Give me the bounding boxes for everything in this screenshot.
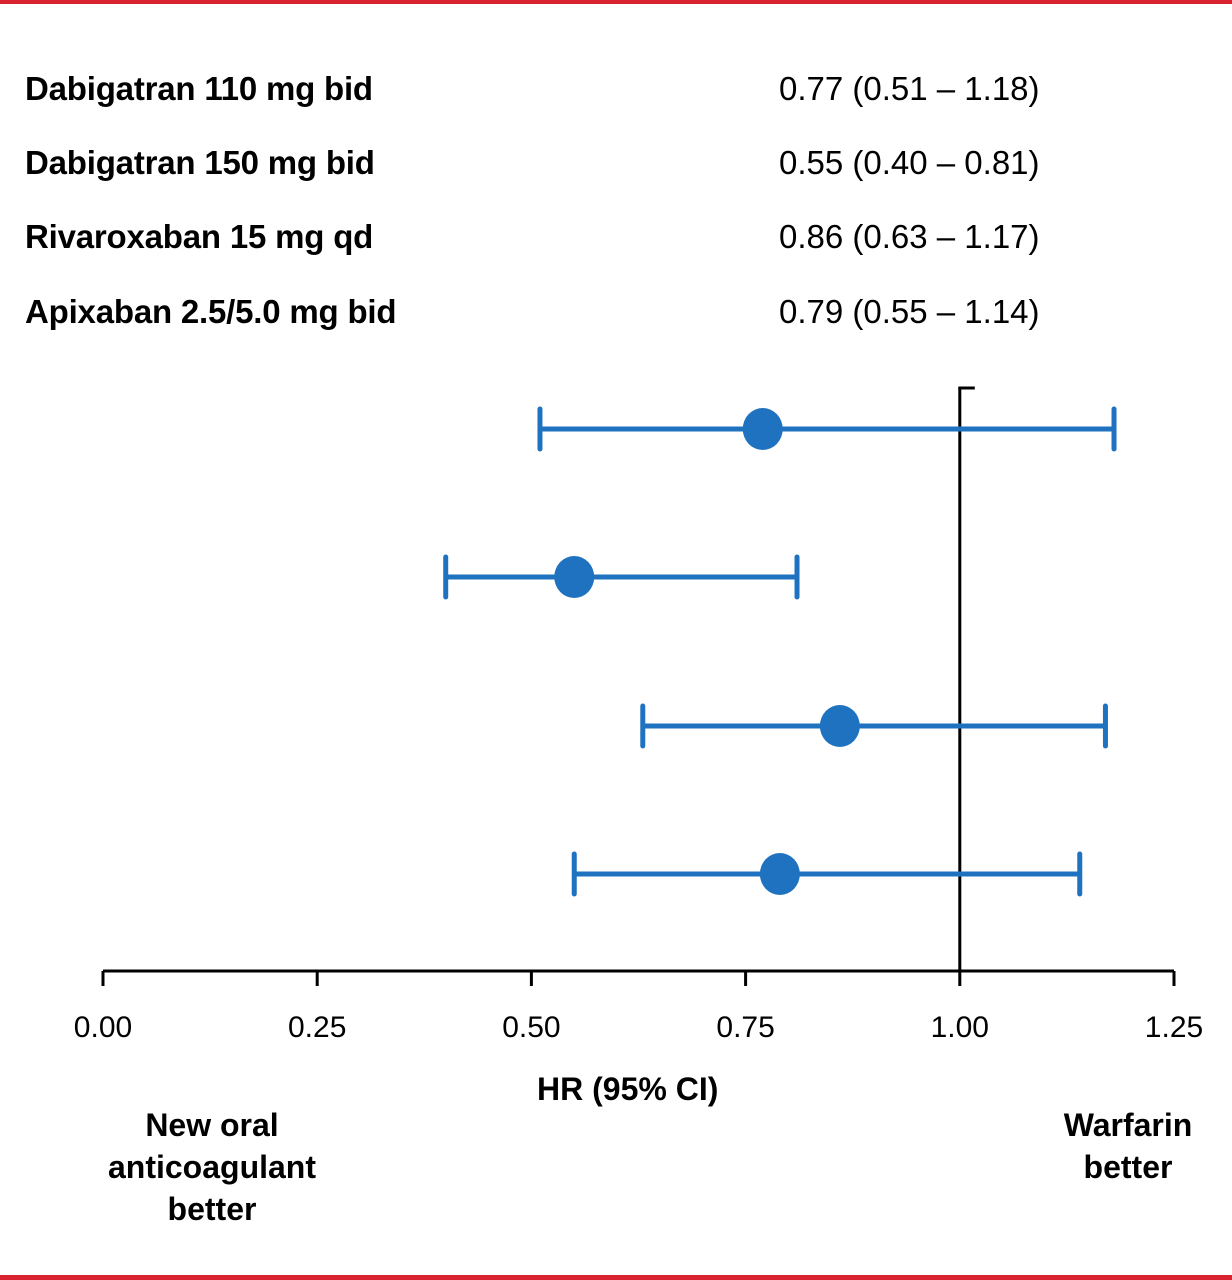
- right-annotation-line: Warfarin: [1063, 1107, 1193, 1143]
- hr-point: [742, 408, 783, 450]
- right-annotation: Warfarin better: [1028, 1104, 1228, 1188]
- row-hr-value: 0.86 (0.63 – 1.17): [779, 218, 1040, 255]
- bottom-frame-bar: [0, 1275, 1232, 1280]
- row-label: Dabigatran 150 mg bid: [25, 144, 375, 181]
- row-label: Dabigatran 110 mg bid: [25, 70, 373, 107]
- hr-point: [554, 556, 595, 598]
- left-annotation: New oral anticoagulant better: [62, 1104, 362, 1230]
- row-label: Apixaban 2.5/5.0 mg bid: [25, 293, 397, 330]
- hr-point: [819, 705, 860, 747]
- x-tick-label: 0.25: [288, 1011, 346, 1044]
- row-label: Rivaroxaban 15 mg qd: [25, 218, 374, 255]
- row-hr-value: 0.77 (0.51 – 1.18): [779, 70, 1040, 107]
- x-tick-label: 0.50: [502, 1011, 560, 1044]
- hr-point: [759, 853, 800, 895]
- x-tick-label: 0.00: [74, 1011, 132, 1044]
- x-axis-title: HR (95% CI): [537, 1071, 719, 1107]
- row-hr-value: 0.55 (0.40 – 0.81): [779, 144, 1040, 181]
- x-tick-label: 0.75: [716, 1011, 774, 1044]
- left-annotation-line: better: [167, 1191, 257, 1227]
- right-annotation-line: better: [1083, 1149, 1173, 1185]
- top-frame-bar: [0, 0, 1232, 4]
- left-annotation-line: anticoagulant: [107, 1149, 316, 1185]
- x-tick-label: 1.00: [931, 1011, 989, 1044]
- left-annotation-line: New oral: [145, 1107, 279, 1143]
- row-hr-value: 0.79 (0.55 – 1.14): [779, 293, 1040, 330]
- x-tick-label: 1.25: [1145, 1011, 1203, 1044]
